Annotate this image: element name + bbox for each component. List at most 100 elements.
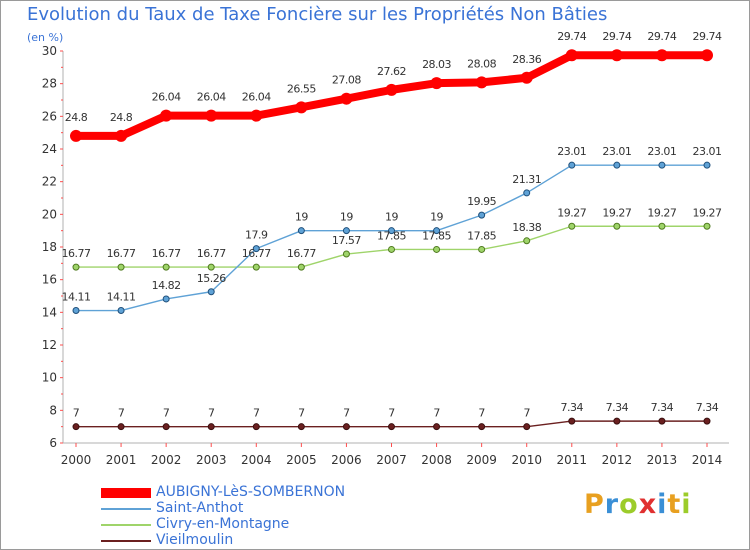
data-point xyxy=(162,423,170,431)
data-point xyxy=(205,109,218,122)
legend: AUBIGNY-LèS-SOMBERNON Saint-Anthot Civry-e… xyxy=(99,484,419,549)
data-label: 26.04 xyxy=(152,91,181,104)
legend-item: Civry-en-Montagne xyxy=(99,516,419,533)
data-point xyxy=(117,263,125,271)
data-point xyxy=(207,288,215,296)
data-label: 7.34 xyxy=(696,401,719,414)
data-label: 23.01 xyxy=(602,145,631,158)
data-label: 7 xyxy=(118,407,125,420)
data-point xyxy=(117,423,125,431)
data-point xyxy=(478,211,486,219)
data-point xyxy=(117,307,125,315)
data-point xyxy=(655,49,668,62)
data-point xyxy=(72,263,80,271)
data-label: 17.85 xyxy=(377,229,406,242)
y-tick-label: 30 xyxy=(42,44,57,58)
x-tick-label: 2001 xyxy=(106,453,137,467)
data-point xyxy=(70,129,82,142)
legend-item: Saint-Anthot xyxy=(99,500,419,517)
y-tick-label: 24 xyxy=(42,142,57,156)
data-label: 7 xyxy=(343,407,350,420)
legend-swatch xyxy=(101,488,151,498)
data-label: 16.77 xyxy=(107,247,136,260)
data-label: 28.08 xyxy=(467,57,496,70)
y-tick-label: 28 xyxy=(42,77,57,91)
x-tick-label: 2007 xyxy=(376,453,407,467)
y-tick-label: 18 xyxy=(42,240,57,254)
data-point xyxy=(252,263,260,271)
data-point xyxy=(295,101,308,114)
data-label: 7 xyxy=(73,407,80,420)
data-label: 17.85 xyxy=(467,229,496,242)
data-label: 14.11 xyxy=(62,291,91,304)
data-point xyxy=(162,263,170,271)
data-point xyxy=(658,222,666,230)
x-tick-label: 2013 xyxy=(647,453,678,467)
logo-letter: i xyxy=(657,489,668,520)
x-tick-label: 2008 xyxy=(421,453,452,467)
data-label: 28.36 xyxy=(512,53,541,66)
data-label: 7 xyxy=(298,407,305,420)
data-point xyxy=(250,109,263,122)
data-point xyxy=(207,423,215,431)
legend-label: AUBIGNY-LèS-SOMBERNON xyxy=(156,484,346,500)
x-tick-label: 2012 xyxy=(602,453,633,467)
data-point xyxy=(72,423,80,431)
data-point xyxy=(703,222,711,230)
data-label: 19 xyxy=(295,211,308,224)
data-point xyxy=(297,227,305,235)
x-tick-label: 2006 xyxy=(331,453,362,467)
data-label: 19.27 xyxy=(557,206,586,219)
data-label: 19.27 xyxy=(693,206,722,219)
data-point xyxy=(342,250,350,258)
logo-letter: t xyxy=(667,489,682,520)
x-tick-label: 2014 xyxy=(692,453,723,467)
data-label: 24.8 xyxy=(65,111,88,124)
data-point xyxy=(297,423,305,431)
y-tick-label: 22 xyxy=(42,175,57,189)
data-point xyxy=(252,423,260,431)
data-point xyxy=(388,423,395,431)
data-point xyxy=(568,222,576,230)
legend-swatch xyxy=(101,524,151,526)
data-label: 19 xyxy=(430,211,443,224)
data-point xyxy=(430,77,443,90)
data-label: 24.8 xyxy=(110,111,133,124)
proxiti-logo: Proxiti xyxy=(584,489,692,520)
data-point xyxy=(568,161,576,169)
legend-item: AUBIGNY-LèS-SOMBERNON xyxy=(99,484,419,501)
data-label: 17.57 xyxy=(332,234,361,247)
data-point xyxy=(613,417,621,425)
data-point xyxy=(610,49,623,62)
data-point xyxy=(342,227,350,235)
data-point xyxy=(342,423,350,431)
y-axis-unit-label: (en %) xyxy=(27,31,64,44)
data-label: 7.34 xyxy=(651,401,674,414)
data-label: 16.77 xyxy=(152,247,181,260)
data-label: 16.77 xyxy=(62,247,91,260)
data-point xyxy=(478,423,486,431)
data-point xyxy=(340,92,353,105)
data-point xyxy=(207,263,215,271)
data-label: 27.08 xyxy=(332,74,361,87)
data-label: 16.77 xyxy=(287,247,316,260)
data-label: 16.77 xyxy=(242,247,271,260)
data-point xyxy=(523,237,531,245)
data-point xyxy=(433,245,441,253)
data-label: 14.11 xyxy=(107,291,136,304)
data-point xyxy=(160,109,173,122)
data-point xyxy=(115,129,128,142)
x-tick-label: 2010 xyxy=(511,453,542,467)
data-label: 26.04 xyxy=(242,91,271,104)
data-point xyxy=(385,83,398,96)
y-tick-label: 6 xyxy=(49,436,57,450)
data-point xyxy=(565,49,578,62)
data-point xyxy=(72,307,80,315)
x-tick-label: 2003 xyxy=(196,453,227,467)
data-point xyxy=(523,189,531,197)
data-label: 7 xyxy=(523,407,530,420)
y-tick-label: 14 xyxy=(42,305,57,319)
data-label: 27.62 xyxy=(377,65,406,78)
